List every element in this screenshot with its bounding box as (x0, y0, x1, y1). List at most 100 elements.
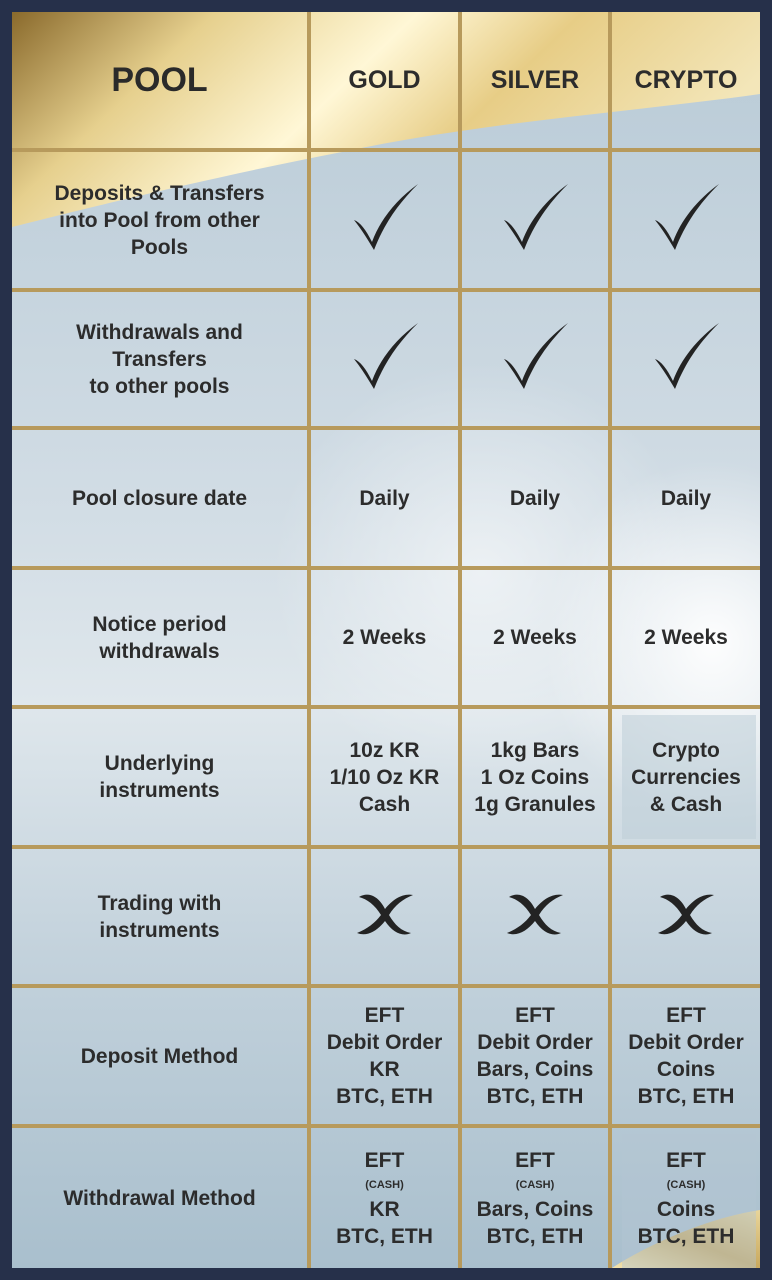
cell-text: BTC, ETH (336, 1085, 433, 1108)
cell-text: BTC, ETH (486, 1085, 584, 1108)
cell-text: Bars, Coins (476, 1058, 594, 1081)
cash-note: (CASH) (365, 1178, 404, 1191)
row-label-line: Withdrawal Method (63, 1186, 256, 1210)
cell-gold: EFT (CASH) KR BTC, ETH (311, 1128, 458, 1268)
row-label: Underlying instruments (12, 709, 307, 845)
cell-crypto: Daily (612, 430, 760, 566)
cross-icon (656, 887, 716, 946)
cell-text: Daily (660, 486, 712, 510)
row-label: Trading with instruments (12, 849, 307, 984)
cell-gold (311, 849, 458, 984)
pool-heading: POOL (111, 60, 208, 99)
cross-icon (355, 887, 415, 946)
cell-silver (462, 849, 608, 984)
cell-gold: 2 Weeks (311, 570, 458, 705)
cell-gold: 10z KR 1/10 Oz KR Cash (311, 709, 458, 845)
cell-text: 1g Granules (474, 792, 596, 816)
cell-text: Coins (656, 1058, 716, 1081)
check-icon (649, 180, 723, 261)
column-divider (608, 12, 612, 1268)
cell-text: KR (369, 1058, 400, 1081)
row-divider (12, 705, 760, 709)
cell-text: BTC, ETH (336, 1224, 433, 1248)
cell-text: KR (369, 1197, 400, 1221)
cell-text: EFT (364, 1004, 405, 1027)
cell-text: 2 Weeks (493, 626, 577, 649)
row-divider (12, 288, 760, 292)
cell-crypto: Crypto Currencies & Cash (612, 709, 760, 845)
row-label-line: to other pools (89, 374, 230, 398)
cell-text: BTC, ETH (637, 1224, 735, 1248)
row-label: Deposit Method (12, 988, 307, 1124)
check-icon (498, 180, 572, 261)
cell-gold (311, 292, 458, 426)
cell-text: EFT (666, 1148, 706, 1172)
cell-silver: EFT Debit Order Bars, Coins BTC, ETH (462, 988, 608, 1124)
cell-silver: 2 Weeks (462, 570, 608, 705)
row-label: Withdrawals and Transfers to other pools (12, 292, 307, 426)
cell-text: & Cash (649, 792, 723, 816)
cash-note: (CASH) (666, 1178, 706, 1191)
cell-text: 2 Weeks (342, 626, 427, 649)
cell-crypto: EFT (CASH) Coins BTC, ETH (612, 1128, 760, 1268)
cell-crypto (612, 152, 760, 288)
cell-text: EFT (515, 1004, 555, 1027)
row-divider (12, 566, 760, 570)
column-header-silver: SILVER (490, 65, 580, 94)
cell-gold: EFT Debit Order KR BTC, ETH (311, 988, 458, 1124)
cross-icon (505, 887, 565, 946)
column-divider (307, 12, 311, 1268)
cell-text: Debit Order (477, 1031, 593, 1054)
cell-text: 1kg Bars (490, 738, 580, 762)
row-divider (12, 1124, 760, 1128)
row-label-line: withdrawals (99, 639, 220, 663)
check-icon (649, 319, 723, 400)
cell-text: Currencies (631, 765, 741, 789)
row-divider (12, 845, 760, 849)
row-label: Notice period withdrawals (12, 570, 307, 705)
check-icon (498, 319, 572, 400)
cell-gold (311, 152, 458, 288)
cell-text: Daily (509, 486, 561, 510)
row-label-line: instruments (99, 779, 220, 802)
crypto-withdrawal-highlight (622, 1134, 756, 1268)
column-header-gold: GOLD (348, 65, 421, 94)
cell-text: 2 Weeks (644, 626, 728, 649)
row-divider (12, 426, 760, 430)
cash-note: (CASH) (515, 1178, 555, 1191)
cell-gold: Daily (311, 430, 458, 566)
cell-text: Crypto (652, 738, 720, 762)
row-label: Pool closure date (12, 430, 307, 566)
cell-text: Coins (656, 1197, 716, 1221)
check-icon (348, 319, 422, 400)
row-divider (12, 148, 760, 152)
crypto-instruments-highlight (622, 715, 756, 839)
row-label-line: into Pool from other (59, 208, 260, 232)
cell-text: EFT (666, 1004, 706, 1027)
gold-ribbon-decoration (12, 12, 760, 1268)
cell-silver: 1kg Bars 1 Oz Coins 1g Granules (462, 709, 608, 845)
check-icon (348, 180, 422, 261)
cell-text: Cash (358, 792, 411, 816)
cell-text: 1/10 Oz KR (329, 765, 440, 789)
row-label-line: Trading with (97, 891, 222, 915)
cell-text: Daily (359, 486, 410, 510)
cell-silver (462, 152, 608, 288)
cell-text: BTC, ETH (637, 1085, 735, 1108)
row-label-line: Underlying (104, 752, 215, 775)
comparison-table: POOL GOLD SILVER CRYPTO Deposits & Trans… (12, 12, 760, 1268)
cell-crypto: EFT Debit Order Coins BTC, ETH (612, 988, 760, 1124)
cell-text: EFT (515, 1148, 555, 1172)
row-label-line: Withdrawals and (76, 320, 243, 344)
row-label-line: Pool closure date (71, 486, 248, 510)
cell-silver: Daily (462, 430, 608, 566)
row-label-line: Notice period (92, 612, 227, 636)
row-label: Withdrawal Method (12, 1128, 307, 1268)
row-label-line: instruments (99, 918, 220, 942)
cell-text: Debit Order (326, 1031, 443, 1054)
row-label-line: Transfers (112, 347, 207, 371)
row-label-line: Deposit Method (80, 1044, 239, 1068)
row-label-line: Deposits & Transfers (54, 181, 265, 205)
cell-text: EFT (364, 1148, 405, 1172)
